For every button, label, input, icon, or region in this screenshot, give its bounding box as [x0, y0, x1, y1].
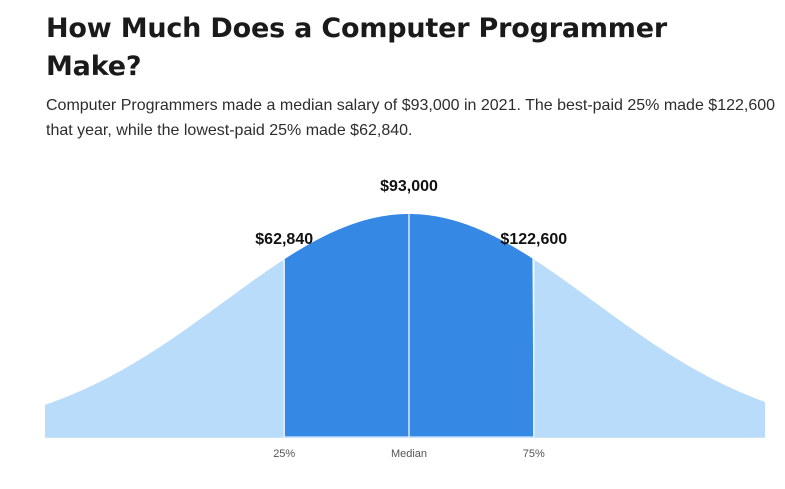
- value-label-p75: $122,600: [500, 231, 568, 248]
- page-title: How Much Does a Computer Programmer Make…: [46, 13, 667, 82]
- tick-label-p75: 75%: [522, 448, 545, 460]
- tick-label-p25: 25%: [273, 448, 296, 460]
- tick-label-p50: Median: [390, 448, 428, 460]
- value-label-p25: $62,840: [255, 231, 314, 248]
- page-subtitle: Computer Programmers made a median salar…: [46, 97, 776, 139]
- value-label-p50: $93,000: [380, 178, 438, 195]
